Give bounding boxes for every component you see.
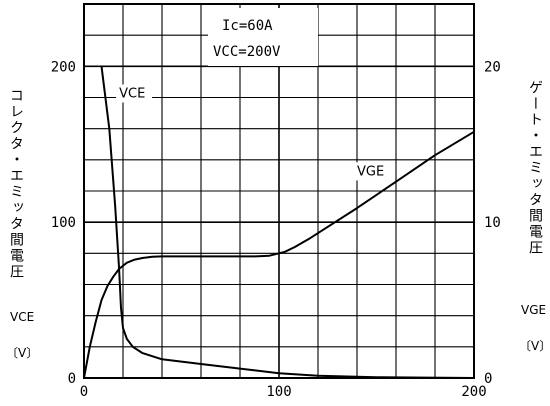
right-tick-label: 0 [484, 371, 492, 387]
left-tick-label: 100 [51, 215, 76, 231]
right-tick-label: 10 [484, 215, 501, 231]
series-label-vge: VGE [357, 164, 384, 179]
grid [84, 4, 474, 378]
series-label-background [116, 84, 153, 103]
series-line-vce [100, 66, 475, 379]
condition-ic: Ic=60A [222, 18, 273, 34]
left-axis-unit: 〔V〕 [6, 346, 39, 360]
x-tick-label: 100 [266, 384, 291, 400]
left-tick-label: 200 [51, 59, 76, 75]
x-tick-label: 0 [80, 384, 88, 400]
series-label-background [354, 162, 390, 181]
conditions-box [208, 8, 318, 66]
condition-vcc: VCC=200V [213, 44, 281, 60]
series-label-vce: VCE [119, 87, 145, 102]
x-tick-label: 200 [461, 384, 486, 400]
series-lines: VCE VGE [83, 66, 475, 379]
plot-frame [83, 3, 475, 379]
series-line-vge [83, 130, 475, 379]
right-axis-label: ゲート・エミッタ間電圧 [527, 80, 543, 256]
left-tick-label: 0 [68, 371, 76, 387]
left-axis-label: コレクタ・エミッタ間電圧 [8, 88, 24, 280]
right-axis-symbol: VGE [521, 303, 547, 317]
right-axis-unit: 〔V〕 [519, 339, 550, 353]
right-tick-label: 20 [484, 59, 501, 75]
left-axis-symbol: VCE [10, 310, 35, 324]
